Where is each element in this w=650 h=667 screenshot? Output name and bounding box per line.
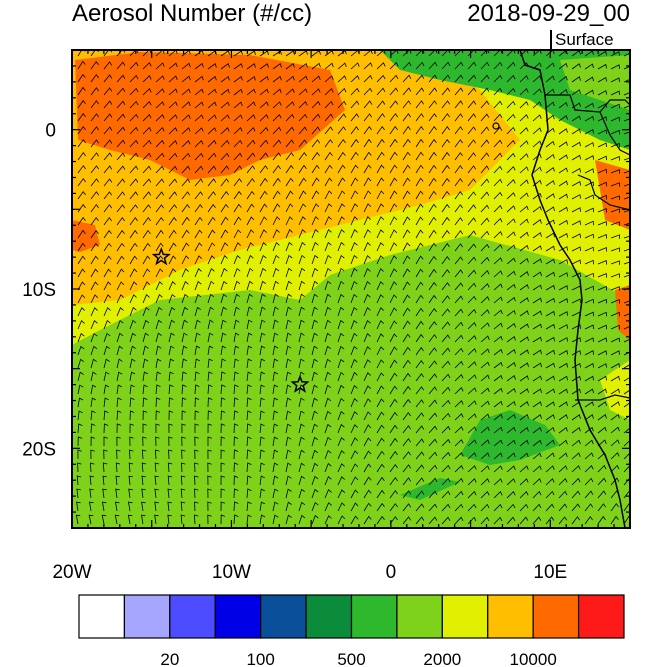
colorbar-swatch xyxy=(123,594,171,639)
axis-ticks: 20W 10W 0 10E 0 10S 20S xyxy=(22,49,631,583)
colorbar-label: 100 xyxy=(246,650,274,667)
y-tick-label: 10S xyxy=(22,280,56,301)
colorbar-swatch xyxy=(441,594,489,639)
colorbar-swatch xyxy=(532,594,580,639)
wind-barbs xyxy=(75,50,630,525)
x-tick-label: 0 xyxy=(386,562,397,583)
colorbar-label: 20 xyxy=(160,650,179,667)
colorbar: 20 100 500 2000 10000 xyxy=(78,594,625,667)
y-tick-label: 20S xyxy=(22,439,56,460)
x-tick-label: 10W xyxy=(212,562,251,583)
colorbar-label: 10000 xyxy=(510,650,557,667)
map-title: Aerosol Number (#/cc) xyxy=(72,0,313,27)
map-datetime: 2018-09-29_00 xyxy=(467,0,630,27)
star-marker xyxy=(151,246,171,266)
colorbar-swatch xyxy=(214,594,262,639)
colorbar-swatch xyxy=(350,594,398,639)
x-tick-label: 20W xyxy=(52,562,91,583)
x-tick-label: 10E xyxy=(533,562,567,583)
colorbar-swatch xyxy=(396,594,443,639)
aerosol-field xyxy=(72,50,630,528)
star-marker xyxy=(290,374,310,393)
colorbar-swatch xyxy=(169,594,216,639)
station-markers xyxy=(151,246,310,393)
colorbar-swatch xyxy=(487,594,534,639)
colorbar-swatch xyxy=(260,594,307,639)
y-tick-label: 0 xyxy=(45,121,56,142)
colorbar-label: 500 xyxy=(337,650,365,667)
colorbar-swatch xyxy=(577,594,625,639)
colorbar-label: 2000 xyxy=(423,650,461,667)
coastline xyxy=(492,50,630,528)
colorbar-swatch xyxy=(305,594,353,639)
colorbar-swatch xyxy=(78,594,126,639)
level-label: Surface xyxy=(550,30,614,50)
